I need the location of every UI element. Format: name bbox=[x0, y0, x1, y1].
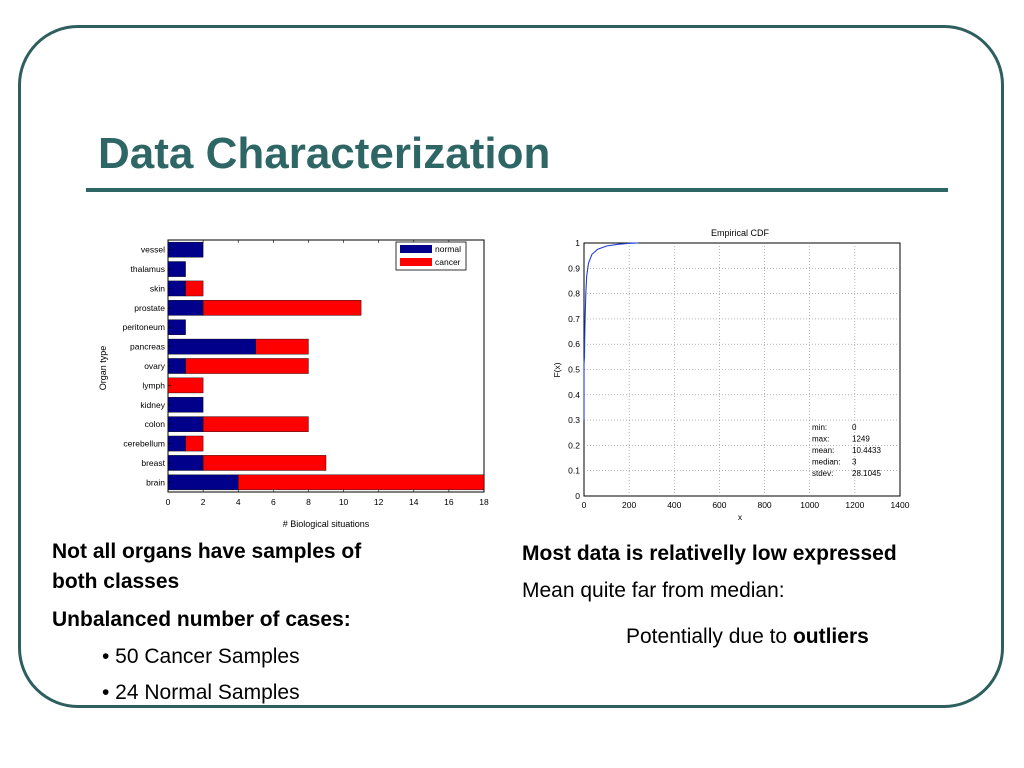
cdf-stat-value: 1249 bbox=[852, 435, 870, 444]
cdf-x-tick-label: 0 bbox=[582, 500, 587, 510]
cdf-y-tick-label: 0.9 bbox=[568, 263, 580, 273]
cdf-y-tick-label: 0.5 bbox=[568, 365, 580, 375]
bar-cancer-colon bbox=[202, 416, 309, 432]
bar-normal-colon bbox=[167, 416, 204, 432]
cdf-x-tick-label: 800 bbox=[757, 500, 771, 510]
right-line-1: Most data is relativelly low expressed bbox=[522, 542, 897, 565]
bar-category-label: peritoneum bbox=[122, 322, 165, 332]
bar-category-label: lymph bbox=[142, 380, 165, 390]
bar-normal-breast bbox=[167, 455, 204, 471]
cdf-stat-label: median: bbox=[812, 458, 840, 467]
cdf-y-axis-label: F(x) bbox=[552, 362, 562, 377]
bar-y-axis-label: Organ type bbox=[98, 346, 108, 391]
bar-x-tick-label: 6 bbox=[271, 497, 276, 507]
cdf-x-tick-label: 600 bbox=[712, 500, 726, 510]
cdf-x-tick-label: 1000 bbox=[800, 500, 819, 510]
bullet-cancer-samples: • 50 Cancer Samples bbox=[102, 645, 300, 668]
bar-x-tick-label: 14 bbox=[409, 497, 419, 507]
bar-cancer-lymph bbox=[167, 377, 204, 394]
bar-x-tick-label: 10 bbox=[339, 497, 349, 507]
cdf-y-tick-label: 0.8 bbox=[568, 289, 580, 299]
cdf-stat-label: min: bbox=[812, 423, 827, 432]
cdf-x-tick-label: 200 bbox=[622, 500, 636, 510]
title-rule bbox=[86, 188, 948, 192]
bar-x-axis-label: # Biological situations bbox=[283, 519, 370, 529]
cdf-stat-label: stdev: bbox=[812, 469, 833, 478]
bar-category-label: colon bbox=[145, 419, 166, 429]
bar-normal-kidney bbox=[167, 397, 204, 413]
cdf-stats-box: min: 0 max: 1249 mean: 10.4433 median: 3 stdev: 2… bbox=[812, 423, 881, 478]
left-line-1: Not all organs have samples of bbox=[52, 540, 362, 563]
bar-category-label: ovary bbox=[144, 361, 166, 371]
cdf-y-tick-label: 0.2 bbox=[568, 440, 580, 450]
bar-x-tick-label: 2 bbox=[201, 497, 206, 507]
bar-normal-pancreas bbox=[167, 338, 256, 355]
legend-label-normal: normal bbox=[435, 244, 461, 254]
bar-cancer-ovary bbox=[185, 358, 309, 374]
cdf-y-tick-label: 0.1 bbox=[568, 466, 580, 476]
bar-normal-brain bbox=[167, 474, 239, 491]
cdf-y-tick-label: 0.3 bbox=[568, 415, 580, 425]
bar-cancer-skin bbox=[185, 280, 204, 297]
organ-bar-chart: 0 2 4 6 8 10 12 14 16 18 vessel thalamus skin prosta… bbox=[98, 239, 489, 529]
slide-title: Data Characterization bbox=[98, 129, 551, 178]
right-line-2: Mean quite far from median: bbox=[522, 579, 785, 602]
cdf-y-tick-label: 0.7 bbox=[568, 314, 580, 324]
bar-normal-vessel bbox=[167, 241, 204, 258]
cdf-stat-value: 28.1045 bbox=[852, 469, 881, 478]
cdf-title: Empirical CDF bbox=[711, 228, 770, 238]
cdf-stat-value: 3 bbox=[852, 458, 857, 467]
bar-cancer-breast bbox=[202, 455, 327, 471]
bar-x-tick-label: 4 bbox=[236, 497, 241, 507]
bar-cancer-prostate bbox=[202, 300, 362, 316]
cdf-stat-label: mean: bbox=[812, 446, 834, 455]
cdf-stat-label: max: bbox=[812, 435, 829, 444]
bar-cancer-pancreas bbox=[255, 338, 309, 355]
bar-cancer-brain bbox=[238, 474, 485, 491]
cdf-y-tick-label: 0.4 bbox=[568, 390, 580, 400]
bar-x-tick-label: 8 bbox=[306, 497, 311, 507]
legend-swatch-cancer bbox=[400, 258, 432, 266]
left-line-2: both classes bbox=[52, 570, 180, 593]
bar-category-label: vessel bbox=[141, 245, 165, 255]
slide-frame bbox=[18, 25, 1004, 708]
bar-legend: normal cancer bbox=[395, 241, 467, 271]
bar-x-tick-label: 12 bbox=[374, 497, 384, 507]
right-line-3: Potentially due to outliers bbox=[626, 622, 869, 652]
empirical-cdf-chart: Empirical CDF 0 200 400 600 800 1000 1200 1400 0… bbox=[552, 228, 910, 522]
bar-category-label: breast bbox=[141, 458, 165, 468]
bar-normal-prostate bbox=[167, 300, 204, 316]
bar-category-label: thalamus bbox=[131, 264, 166, 274]
bar-category-label: pancreas bbox=[130, 342, 165, 352]
cdf-y-tick-label: 0.6 bbox=[568, 339, 580, 349]
bar-category-label: brain bbox=[146, 477, 165, 487]
cdf-x-tick-label: 400 bbox=[667, 500, 681, 510]
legend-swatch-normal bbox=[400, 245, 432, 253]
cdf-y-tick-label: 0 bbox=[575, 491, 580, 501]
bullet-normal-samples: • 24 Normal Samples bbox=[102, 681, 300, 704]
bar-x-tick-label: 16 bbox=[444, 497, 454, 507]
cdf-y-tick-label: 1 bbox=[575, 238, 580, 248]
cdf-x-axis-label: x bbox=[738, 512, 743, 522]
bar-x-tick-label: 18 bbox=[479, 497, 489, 507]
cdf-series-line bbox=[583, 242, 639, 421]
right-line-3-emphasis: outliers bbox=[792, 625, 869, 648]
bar-category-label: kidney bbox=[140, 400, 165, 410]
right-line-3-prefix: Potentially due to bbox=[626, 625, 793, 648]
bar-cancer-cerebellum bbox=[185, 435, 204, 452]
left-line-3: Unbalanced number of cases: bbox=[52, 608, 351, 631]
legend-label-cancer: cancer bbox=[435, 257, 461, 267]
bar-category-label: prostate bbox=[134, 303, 165, 313]
cdf-x-tick-label: 1200 bbox=[845, 500, 864, 510]
bar-category-label: cerebellum bbox=[123, 439, 165, 449]
cdf-stat-value: 10.4433 bbox=[852, 446, 881, 455]
bar-category-label: skin bbox=[150, 283, 165, 293]
cdf-x-tick-label: 1400 bbox=[891, 500, 910, 510]
cdf-stat-value: 0 bbox=[852, 423, 857, 432]
bar-x-tick-label: 0 bbox=[166, 497, 171, 507]
